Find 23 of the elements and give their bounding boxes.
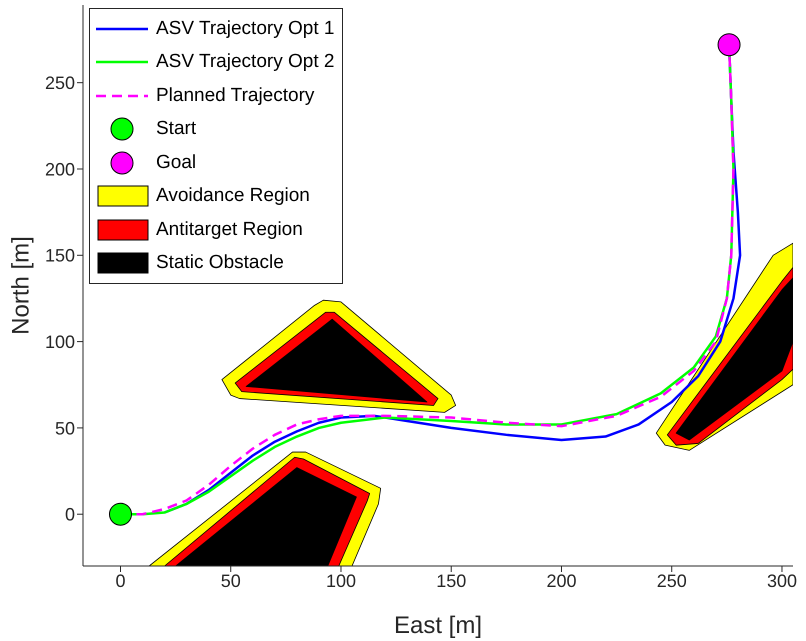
legend-label: Static Obstacle	[156, 252, 284, 274]
y-tick-label: 250	[44, 73, 75, 94]
legend-label: ASV Trajectory Opt 1	[156, 18, 334, 40]
y-tick-label: 50	[54, 418, 75, 438]
legend-label: Avoidance Region	[156, 185, 310, 208]
legend-label: Start	[156, 118, 196, 140]
y-tick-label: 100	[44, 332, 75, 352]
x-tick-label: 250	[656, 570, 687, 591]
y-tick-label: 150	[44, 246, 75, 266]
x-tick-label: 200	[546, 570, 576, 591]
x-tick-label: 100	[326, 570, 356, 591]
legend-label: ASV Trajectory Opt 2	[156, 51, 334, 74]
legend-label: Planned Trajectory	[156, 84, 314, 107]
x-tick-label: 300	[766, 570, 797, 591]
x-tick-label: 0	[115, 570, 126, 591]
y-axis-title: North [m]	[8, 236, 35, 335]
y-tick-label: 0	[64, 504, 75, 525]
legend-label: Antitarget Region	[156, 218, 303, 241]
x-tick-label: 50	[220, 570, 241, 591]
legend-label: Goal	[156, 152, 196, 174]
y-tick-label: 200	[44, 159, 75, 180]
x-tick-label: 150	[436, 570, 466, 591]
x-axis-title: East [m]	[394, 612, 482, 639]
